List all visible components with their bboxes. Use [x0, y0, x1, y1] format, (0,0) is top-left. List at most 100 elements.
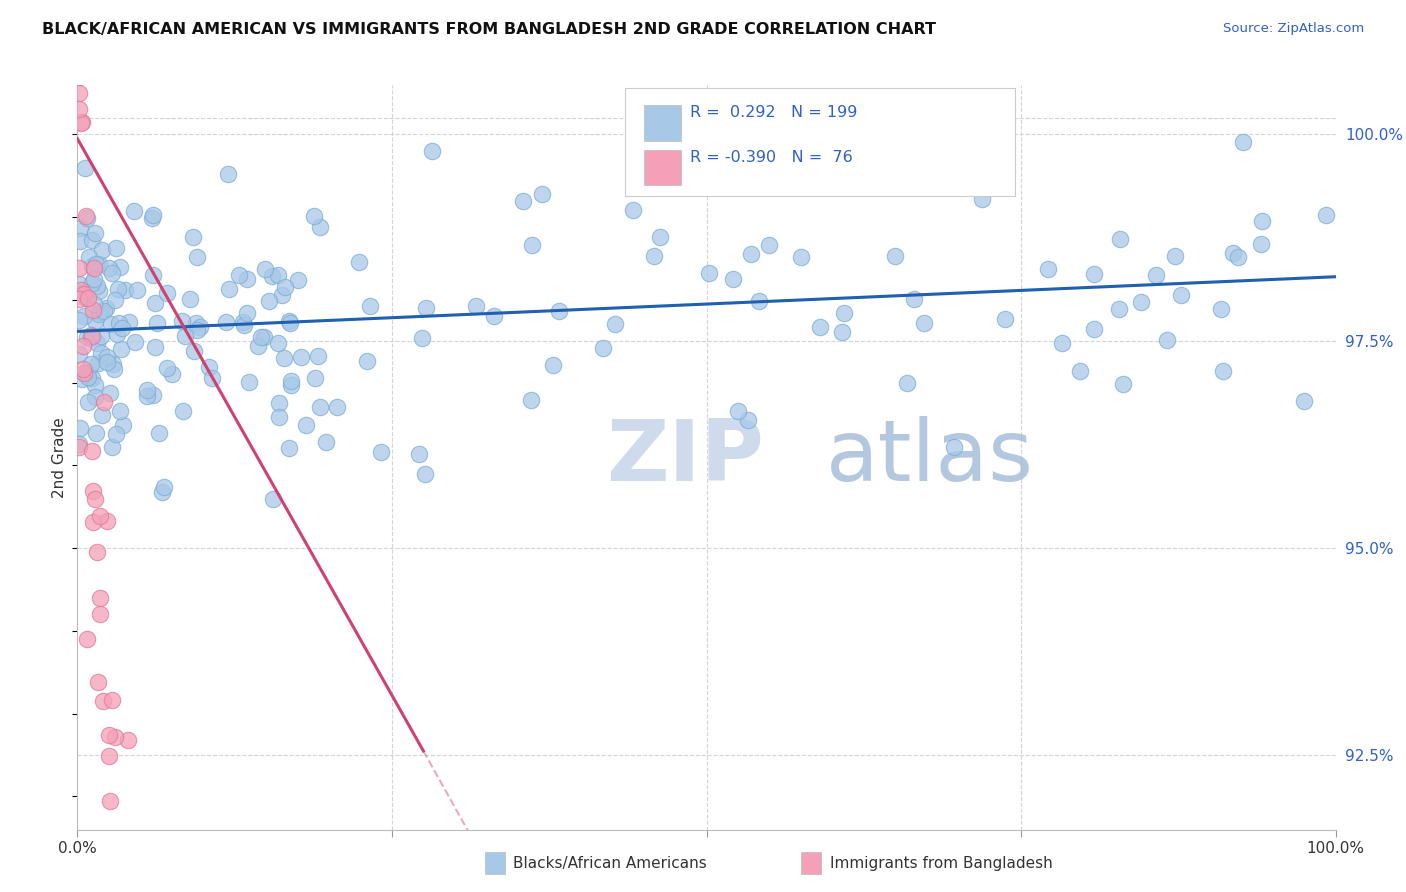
Point: [136, 384, 159, 398]
Point: [172, 404, 194, 418]
Point: [1083, 268, 1105, 282]
Point: [67, 313, 90, 327]
Point: [484, 309, 506, 323]
Point: [543, 358, 565, 372]
Point: [80, 370, 103, 384]
Point: [141, 211, 163, 225]
Point: [83, 297, 105, 311]
Point: [76, 632, 98, 646]
Point: [143, 296, 166, 310]
Point: [98, 386, 121, 401]
Point: [186, 250, 208, 264]
Point: [91, 243, 114, 257]
Point: [82, 233, 104, 247]
Point: [79, 327, 101, 342]
Text: BLACK/AFRICAN AMERICAN VS IMMIGRANTS FROM BANGLADESH 2ND GRADE CORRELATION CHART: BLACK/AFRICAN AMERICAN VS IMMIGRANTS FRO…: [42, 22, 936, 37]
Point: [634, 166, 657, 180]
Point: [270, 288, 292, 302]
Point: [236, 272, 259, 286]
Point: [235, 306, 257, 320]
Point: [73, 287, 96, 301]
Point: [114, 283, 136, 297]
Point: [215, 315, 238, 329]
Point: [408, 446, 430, 460]
Point: [69, 234, 91, 248]
Point: [142, 388, 165, 402]
Point: [80, 357, 103, 371]
Point: [309, 220, 332, 235]
Point: [280, 375, 302, 389]
Point: [142, 268, 165, 282]
Point: [1222, 246, 1244, 260]
Point: [356, 354, 378, 368]
Point: [70, 115, 93, 129]
Point: [160, 368, 183, 382]
Point: [87, 307, 110, 321]
Point: [758, 238, 780, 252]
Point: [98, 794, 121, 808]
Point: [233, 318, 256, 332]
Point: [83, 390, 105, 404]
Point: [156, 285, 179, 300]
Point: [273, 351, 295, 365]
Text: ZIP: ZIP: [606, 416, 763, 499]
Point: [90, 329, 112, 343]
Point: [201, 371, 224, 385]
Point: [80, 277, 103, 291]
Point: [808, 319, 831, 334]
FancyBboxPatch shape: [644, 105, 682, 141]
Point: [86, 278, 108, 293]
Point: [77, 291, 100, 305]
Point: [90, 408, 112, 422]
Point: [290, 350, 312, 364]
Point: [83, 226, 105, 240]
Point: [547, 304, 569, 318]
Point: [101, 440, 124, 454]
Point: [89, 256, 111, 270]
Point: [70, 372, 93, 386]
Point: [97, 748, 120, 763]
Point: [603, 317, 626, 331]
Point: [512, 194, 534, 209]
Point: [308, 400, 330, 414]
Point: [100, 692, 122, 706]
Point: [76, 370, 98, 384]
Point: [257, 294, 280, 309]
Point: [896, 376, 918, 390]
Point: [73, 285, 96, 299]
Point: [80, 259, 103, 273]
Point: [142, 208, 165, 222]
Point: [103, 362, 125, 376]
Point: [73, 366, 96, 380]
Point: [80, 329, 103, 343]
Point: [1315, 208, 1337, 222]
Point: [943, 440, 966, 454]
Point: [697, 266, 720, 280]
Point: [84, 256, 107, 270]
Point: [117, 733, 139, 747]
Point: [831, 325, 853, 339]
Point: [93, 304, 115, 318]
Point: [1050, 336, 1073, 351]
Point: [238, 376, 260, 390]
Point: [315, 434, 337, 449]
Text: R =  0.292   N = 199: R = 0.292 N = 199: [690, 105, 858, 120]
Point: [278, 314, 301, 328]
Point: [86, 545, 108, 559]
Point: [522, 237, 544, 252]
Point: [1251, 214, 1274, 228]
Point: [69, 277, 91, 291]
Point: [249, 329, 271, 343]
Point: [621, 202, 644, 217]
Point: [124, 334, 146, 349]
Point: [104, 426, 127, 441]
Point: [90, 346, 112, 360]
Point: [267, 336, 290, 351]
Point: [1294, 393, 1316, 408]
Point: [77, 250, 100, 264]
Point: [287, 273, 309, 287]
Point: [80, 331, 103, 345]
Text: Source: ZipAtlas.com: Source: ZipAtlas.com: [1223, 22, 1364, 36]
Point: [1250, 237, 1272, 252]
Point: [170, 314, 193, 328]
